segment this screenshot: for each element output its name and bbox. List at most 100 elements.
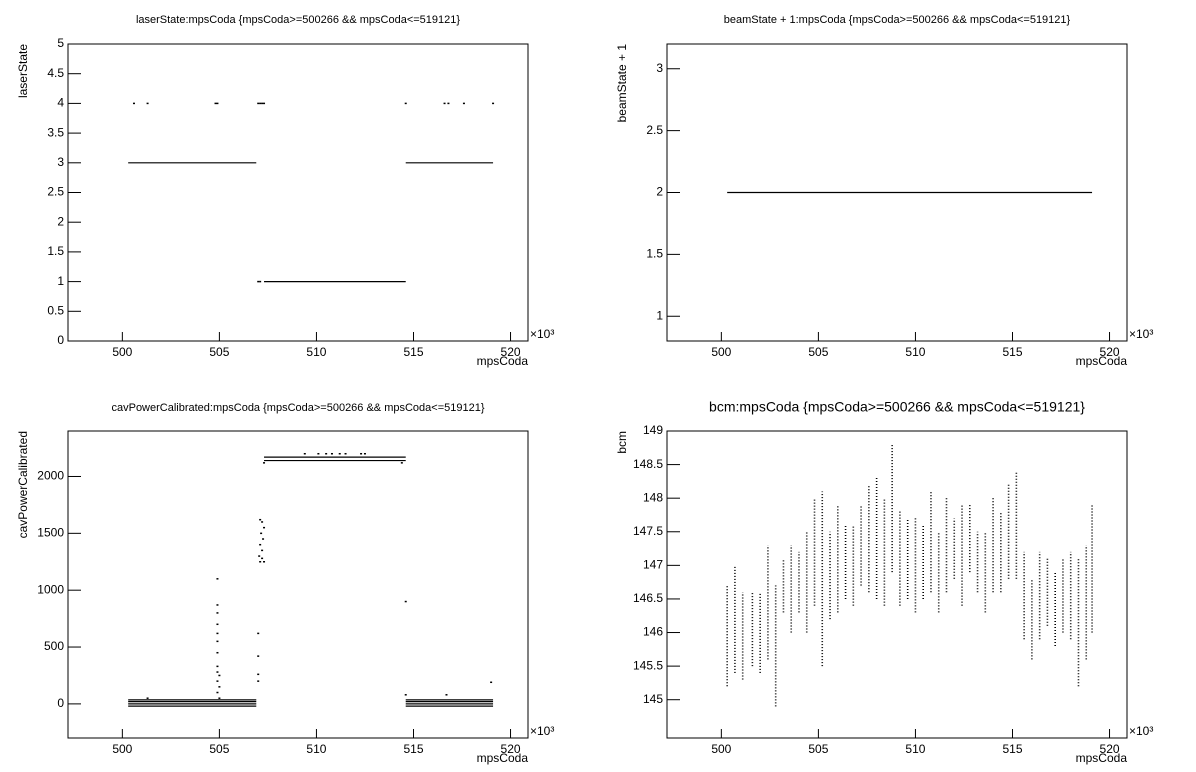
point xyxy=(146,102,149,105)
x-tick-label: 500 xyxy=(711,742,731,756)
point xyxy=(216,671,219,673)
point xyxy=(216,604,219,606)
y-tick-label: 147 xyxy=(643,558,663,572)
y-tick-label: 1 xyxy=(57,274,64,288)
y-axis-label: beamState + 1 xyxy=(615,44,629,123)
y-tick-label: 149 xyxy=(643,423,663,437)
y-tick-label: 500 xyxy=(44,639,64,653)
point xyxy=(445,694,448,696)
point xyxy=(260,532,263,535)
point xyxy=(218,674,221,677)
y-tick-label: 4.5 xyxy=(47,66,64,80)
point xyxy=(259,280,262,283)
point xyxy=(263,462,266,464)
y-tick-label: 147.5 xyxy=(633,524,663,538)
point xyxy=(258,555,261,557)
x-axis-label: mpsCoda xyxy=(477,354,529,368)
point xyxy=(216,623,219,626)
y-tick-label: 5 xyxy=(57,36,64,50)
point xyxy=(263,526,266,529)
x-multiplier: ×10³ xyxy=(530,327,554,341)
point xyxy=(404,102,407,105)
plot: beamState + 1:mpsCoda {mpsCoda>=500266 &… xyxy=(615,14,1153,368)
x-tick-label: 510 xyxy=(306,345,326,359)
point xyxy=(132,102,135,105)
x-multiplier: ×10³ xyxy=(1129,327,1153,341)
y-tick-label: 3 xyxy=(656,61,663,75)
frame xyxy=(666,430,1128,739)
y-tick-label: 3.5 xyxy=(47,125,64,139)
plot: bcm:mpsCoda {mpsCoda>=500266 && mpsCoda<… xyxy=(615,399,1153,765)
point xyxy=(216,665,219,668)
point xyxy=(216,691,219,694)
point xyxy=(400,462,403,464)
y-tick-label: 1500 xyxy=(37,526,64,540)
x-tick-label: 510 xyxy=(905,345,925,359)
x-tick-label: 515 xyxy=(403,345,423,359)
point xyxy=(216,612,219,614)
point xyxy=(317,452,320,455)
x-tick-label: 515 xyxy=(1002,345,1022,359)
frame xyxy=(67,43,529,342)
point xyxy=(216,632,219,635)
plot-title: beamState + 1:mpsCoda {mpsCoda>=500266 &… xyxy=(724,14,1071,26)
point xyxy=(214,102,217,105)
y-axis-label: cavPowerCalibrated xyxy=(16,431,30,538)
point xyxy=(259,518,262,521)
x-multiplier: ×10³ xyxy=(1129,724,1153,738)
point xyxy=(344,452,347,455)
point xyxy=(261,102,264,105)
point xyxy=(492,102,495,105)
point xyxy=(218,697,221,699)
point xyxy=(462,102,465,105)
point xyxy=(216,102,219,105)
point xyxy=(257,680,260,682)
y-tick-label: 0.5 xyxy=(47,303,64,317)
point xyxy=(325,452,328,455)
point xyxy=(338,452,341,455)
x-tick-label: 520 xyxy=(1100,742,1120,756)
frame xyxy=(67,430,529,739)
point xyxy=(404,694,407,696)
x-tick-label: 520 xyxy=(501,742,521,756)
point xyxy=(263,561,266,563)
point xyxy=(360,452,363,455)
point xyxy=(257,280,260,283)
x-tick-label: 500 xyxy=(112,742,132,756)
point xyxy=(257,655,260,657)
point xyxy=(303,452,306,455)
x-tick-label: 520 xyxy=(1100,345,1120,359)
plot-title: cavPowerCalibrated:mpsCoda {mpsCoda>=500… xyxy=(111,402,484,414)
x-tick-label: 505 xyxy=(808,742,828,756)
plot: laserState:mpsCoda {mpsCoda>=500266 && m… xyxy=(16,14,554,368)
point xyxy=(216,680,219,682)
point xyxy=(263,102,266,105)
x-axis-label: mpsCoda xyxy=(1076,354,1128,368)
y-tick-label: 145.5 xyxy=(633,658,663,672)
plot-title: bcm:mpsCoda {mpsCoda>=500266 && mpsCoda<… xyxy=(709,399,1085,415)
point xyxy=(257,632,260,635)
x-tick-label: 520 xyxy=(501,345,521,359)
y-tick-label: 0 xyxy=(57,333,64,347)
point xyxy=(261,557,264,560)
point xyxy=(261,521,264,523)
y-tick-label: 148.5 xyxy=(633,457,663,471)
x-tick-label: 505 xyxy=(808,345,828,359)
y-tick-label: 2 xyxy=(656,185,663,199)
series-line xyxy=(726,444,1093,707)
point xyxy=(262,538,265,540)
y-tick-label: 148 xyxy=(643,490,663,504)
x-axis-label: mpsCoda xyxy=(477,751,529,765)
y-tick-label: 1.5 xyxy=(646,247,663,261)
point xyxy=(363,452,366,455)
y-tick-label: 1 xyxy=(656,308,663,322)
y-tick-label: 1000 xyxy=(37,582,64,596)
x-tick-label: 500 xyxy=(112,345,132,359)
x-tick-label: 505 xyxy=(209,742,229,756)
point xyxy=(146,697,149,699)
plot: cavPowerCalibrated:mpsCoda {mpsCoda>=500… xyxy=(16,402,554,765)
point xyxy=(261,549,264,552)
y-tick-label: 146 xyxy=(643,625,663,639)
point xyxy=(257,102,260,105)
